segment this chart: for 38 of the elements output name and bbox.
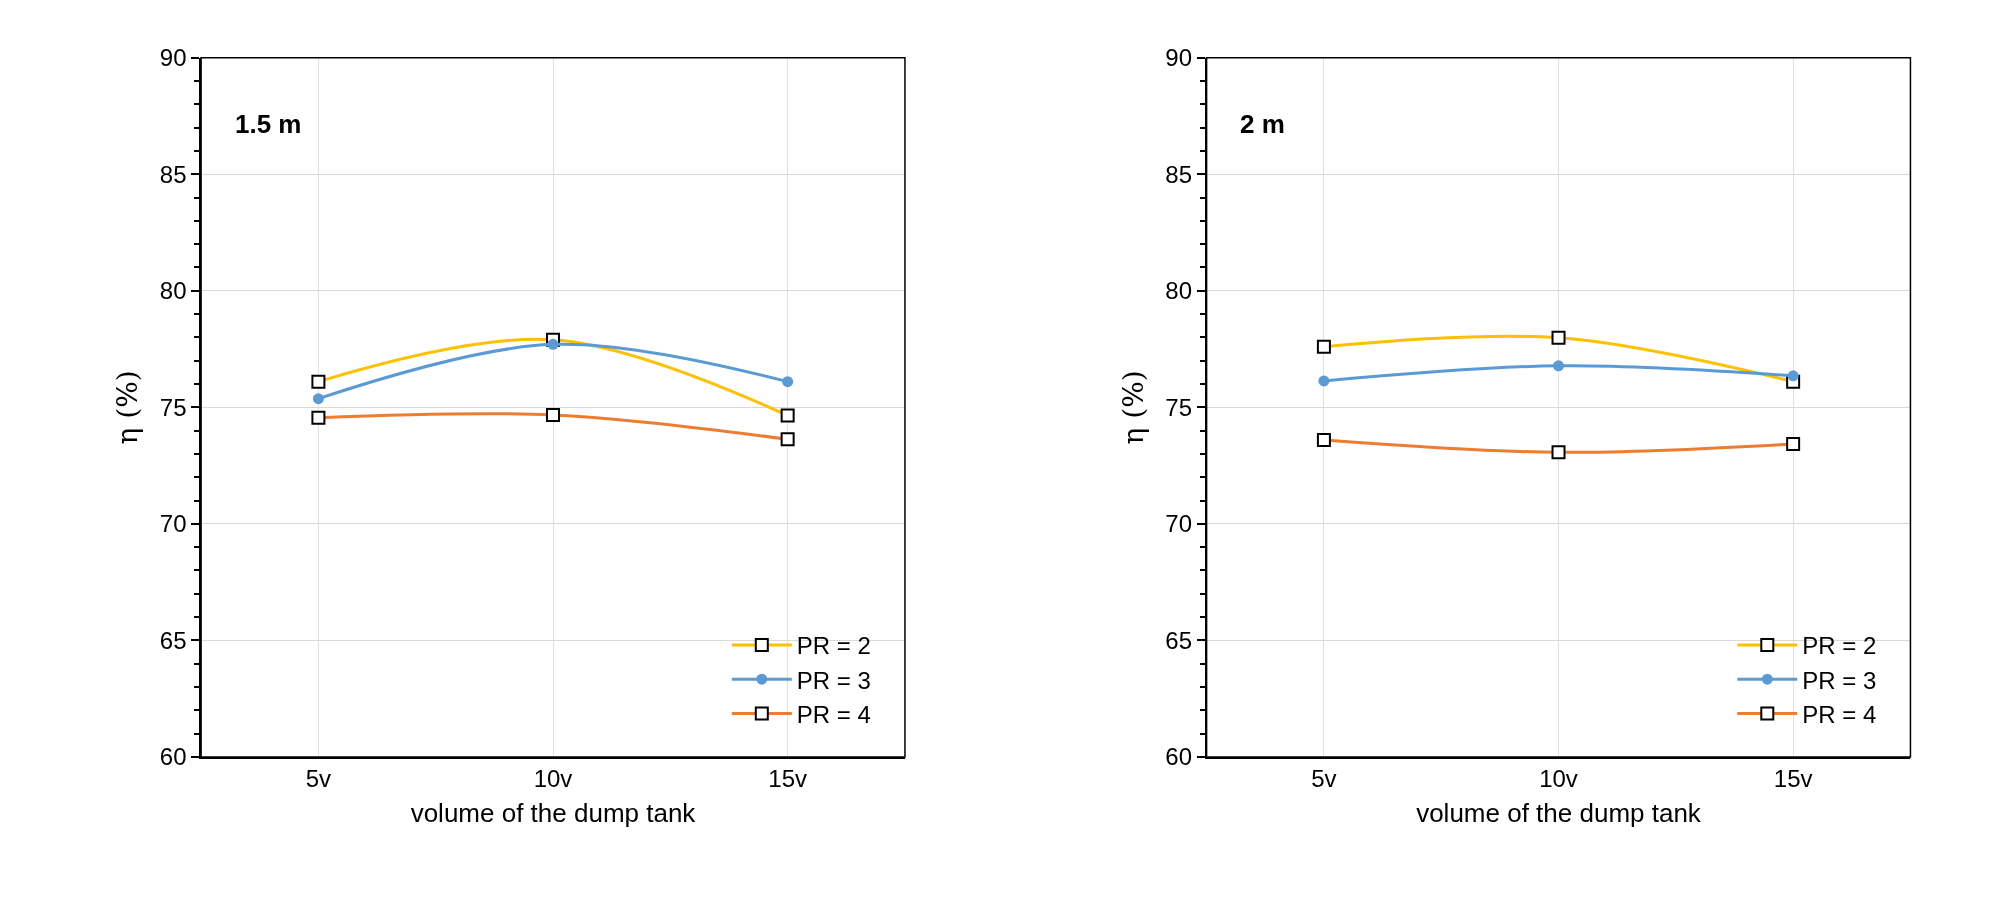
annotation: 1.5 m <box>235 109 302 139</box>
legend-label: PR = 3 <box>796 666 871 694</box>
y-tick-label: 65 <box>159 626 187 654</box>
annotation: 2 m <box>1240 109 1285 139</box>
y-tick-label: 70 <box>159 510 187 538</box>
x-tick-label: 5v <box>305 765 332 793</box>
y-tick-label: 80 <box>1165 277 1193 305</box>
y-tick-label: 65 <box>1165 626 1193 654</box>
y-tick-label: 85 <box>1165 160 1193 188</box>
x-axis-title: volume of the dump tank <box>1416 797 1702 828</box>
legend-label: PR = 3 <box>1802 666 1877 694</box>
point <box>1787 370 1799 382</box>
legend-label: PR = 2 <box>1802 632 1877 660</box>
legend-label: PR = 4 <box>796 700 871 728</box>
y-tick-label: 75 <box>159 393 187 421</box>
legend-label: PR = 4 <box>1802 700 1877 728</box>
point <box>1318 375 1330 387</box>
y-tick-label: 90 <box>159 44 187 72</box>
y-axis-title: η (%) <box>111 370 145 445</box>
legend-label: PR = 2 <box>796 632 871 660</box>
point <box>312 393 324 405</box>
point <box>1553 360 1565 372</box>
point <box>782 376 794 388</box>
x-tick-label: 15v <box>1773 765 1813 793</box>
x-tick-label: 10v <box>533 765 573 793</box>
x-tick-label: 10v <box>1539 765 1578 793</box>
y-tick-label: 80 <box>159 277 187 305</box>
y-tick-label: 90 <box>1165 44 1193 72</box>
x-tick-label: 15v <box>768 765 807 793</box>
y-tick-label: 75 <box>1165 393 1193 421</box>
x-axis-title: volume of the dump tank <box>410 797 697 828</box>
y-tick-label: 85 <box>159 160 187 188</box>
y-axis-title: η (%) <box>1116 370 1150 445</box>
y-tick-label: 70 <box>1165 510 1193 538</box>
x-tick-label: 5v <box>1311 765 1337 793</box>
y-tick-label: 60 <box>159 743 187 771</box>
y-tick-label: 60 <box>1165 743 1193 771</box>
point <box>547 338 559 350</box>
